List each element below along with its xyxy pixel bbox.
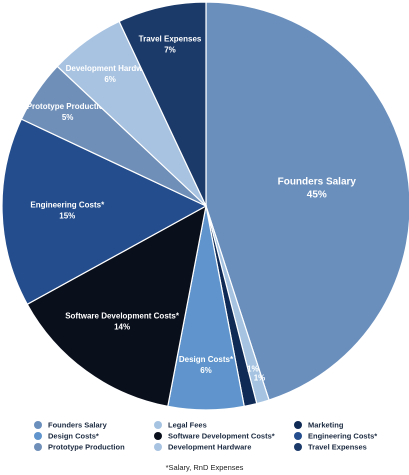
legend-label: Prototype Production xyxy=(48,442,125,452)
slice-label-group: Travel Expenses 7% xyxy=(139,35,202,55)
legend-item: Marketing xyxy=(294,420,343,430)
pie-chart: Founders Salary 45% 1%1% Design Costs* 6% Sof… xyxy=(1,1,409,410)
slice-founders-salary xyxy=(205,1,409,401)
slice-label-group: Software Development Costs* 14% xyxy=(65,312,180,332)
legend-item: Founders Salary xyxy=(34,420,107,430)
legend-swatch xyxy=(294,443,302,452)
legend-item: Development Hardware xyxy=(154,442,251,452)
slice-travel-expenses xyxy=(118,1,207,207)
legend-item: Travel Expenses xyxy=(294,442,367,452)
slice-label-group: Prototype Production 5% xyxy=(27,102,109,122)
slice-label-group: Development Hardware 6% xyxy=(66,64,155,84)
legend-swatch xyxy=(34,432,42,441)
slice-label-group: Founders Salary 45% xyxy=(278,176,357,200)
slice-label-group: Engineering Costs* 15% xyxy=(30,200,105,220)
slice-name-label: Prototype Production xyxy=(27,102,109,111)
slice-name-label: Founders Salary xyxy=(278,176,357,187)
legend-swatch xyxy=(154,432,162,441)
legend-label: Travel Expenses xyxy=(308,442,367,452)
legend-label: Founders Salary xyxy=(48,420,107,430)
legend-item: Software Development Costs* xyxy=(154,431,275,441)
legend-item: Prototype Production xyxy=(34,442,125,452)
slice-value-label: 14% xyxy=(114,323,130,332)
legend-swatch xyxy=(154,421,162,430)
legend-label: Legal Fees xyxy=(168,420,207,430)
legend-swatch xyxy=(294,432,302,441)
legend-label: Marketing xyxy=(308,420,344,430)
slice-label-group: Design Costs* 6% xyxy=(179,355,234,375)
legend-item: Engineering Costs* xyxy=(294,431,377,441)
legend-label: Design Costs* xyxy=(48,431,99,441)
slice-name-label: Travel Expenses xyxy=(139,35,202,44)
slice-engineering-costs xyxy=(1,118,208,306)
slice-value-label: 1% xyxy=(254,373,266,382)
legend-swatch xyxy=(154,443,162,452)
slice-name-label: Software Development Costs* xyxy=(65,312,180,321)
slice-value-label: 6% xyxy=(200,366,212,375)
legend-item: Design Costs* xyxy=(34,431,99,441)
legend-label: Engineering Costs* xyxy=(308,431,378,441)
slice-name-label: Engineering Costs* xyxy=(30,200,105,209)
slice-value-label: 15% xyxy=(59,211,75,220)
legend-swatch xyxy=(294,421,302,430)
footnote: *Salary, RnD Expenses xyxy=(165,463,244,472)
slice-label-group: 1% xyxy=(254,373,266,382)
slice-name-label: Development Hardware xyxy=(66,64,155,73)
slice-value-label: 7% xyxy=(164,46,176,55)
legend-swatch xyxy=(34,443,42,452)
slice-name-label: Design Costs* xyxy=(179,355,234,364)
legend-label: Development Hardware xyxy=(168,442,252,452)
slice-value-label: 5% xyxy=(62,113,74,122)
legend-label: Software Development Costs* xyxy=(168,431,275,441)
legend-item: Legal Fees xyxy=(154,420,207,430)
slice-value-label: 6% xyxy=(104,75,116,84)
slice-value-label: 45% xyxy=(307,189,327,200)
legend-swatch xyxy=(34,421,42,430)
slice-label-group: 1% xyxy=(247,365,259,374)
slice-software-development-costs xyxy=(26,204,207,408)
slice-value-label: 1% xyxy=(247,365,259,374)
